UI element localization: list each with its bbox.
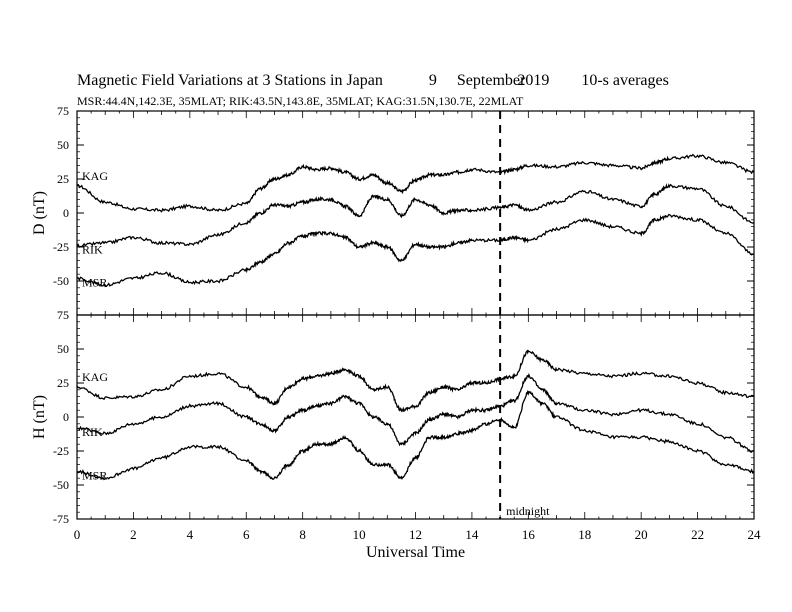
ytick-label: 50	[57, 342, 69, 356]
series-label-rik: RIK	[82, 243, 103, 257]
title-year: 2019	[517, 72, 550, 89]
series-line-kag-top	[77, 153, 755, 213]
ytick-label: 0	[63, 410, 69, 424]
ytick-label: 25	[57, 172, 69, 186]
midnight-label: midnight	[506, 504, 550, 518]
xtick-label: 14	[465, 527, 479, 542]
axis-labels: D (nT) Universal Time H (nT)	[31, 191, 465, 561]
title-averages: 10-s averages	[581, 72, 669, 89]
xtick-label: 4	[187, 527, 194, 542]
xtick-label: 16	[522, 527, 536, 542]
station-info: MSR:44.4N,142.3E, 35MLAT; RIK:43.5N,143.…	[77, 94, 524, 108]
xtick-label: 8	[299, 527, 306, 542]
series-line-msr-bottom	[76, 389, 755, 481]
panel-frame-bottom	[76, 314, 755, 520]
panel-frame-top	[76, 110, 755, 316]
title-month: September	[456, 72, 526, 89]
series-label-msr: MSR	[82, 275, 107, 289]
xtick-label: 22	[691, 527, 704, 542]
title-main: Magnetic Field Variations at 3 Stations …	[77, 72, 383, 89]
chart-title: Magnetic Field Variations at 3 Stations …	[77, 72, 669, 90]
series-line-msr-top	[76, 213, 755, 288]
y-axis-title: D (nT)	[31, 191, 48, 235]
xtick-label: 20	[635, 527, 648, 542]
x-axis-title: Universal Time	[366, 544, 465, 561]
title-day: 9	[428, 72, 437, 89]
series-lines	[76, 153, 755, 481]
series-label-kag: KAG	[82, 370, 108, 384]
y-axis-title: H (nT)	[31, 395, 48, 439]
ytick-label: -75	[53, 512, 69, 526]
series-label-rik: RIK	[82, 425, 103, 439]
xtick-label: 12	[409, 527, 422, 542]
xtick-label: 10	[353, 527, 366, 542]
ytick-label: 25	[57, 376, 69, 390]
xtick-label: 6	[243, 527, 250, 542]
series-line-rik-bottom	[76, 372, 755, 453]
series-line-rik-top	[76, 183, 755, 248]
xtick-label: 0	[74, 527, 81, 542]
series-line-kag-bottom	[76, 349, 755, 413]
ytick-label: -25	[53, 240, 69, 254]
series-label-msr: MSR	[82, 468, 107, 482]
ytick-label: 0	[63, 206, 69, 220]
ytick-label: -50	[53, 478, 69, 492]
ytick-label: -50	[53, 274, 69, 288]
ytick-label: 50	[57, 138, 69, 152]
xtick-label: 24	[748, 527, 762, 542]
ytick-label: 75	[57, 308, 69, 322]
series-label-kag: KAG	[82, 169, 108, 183]
ytick-label: -25	[53, 444, 69, 458]
ytick-label: 75	[57, 104, 69, 118]
series-labels: KAG RIK MSR KAG RIK MSR	[82, 169, 108, 483]
xtick-label: 18	[578, 527, 591, 542]
xtick-label: 2	[130, 527, 137, 542]
